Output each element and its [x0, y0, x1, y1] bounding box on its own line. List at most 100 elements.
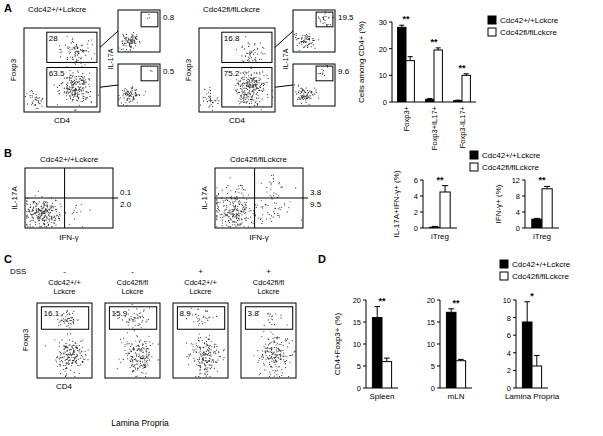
error-stem [536, 355, 537, 366]
axis-label: CD4 [229, 116, 246, 125]
y-tick-label: 20 [427, 296, 435, 305]
plot-title: Lckcre [189, 287, 211, 296]
significance: ** [538, 175, 546, 185]
error-stem [445, 186, 446, 192]
plot-frame [24, 28, 100, 112]
legend-swatch [500, 260, 508, 268]
error-bar [464, 74, 469, 76]
gate [109, 307, 156, 330]
axis-label: Foxp3 [9, 58, 18, 81]
legend-label: Cdc42+/+Lckcre [500, 16, 559, 25]
error-bar [442, 186, 448, 192]
y-tick [522, 212, 525, 213]
error-cap [524, 301, 530, 302]
error-cap [534, 355, 540, 356]
gate [141, 12, 158, 27]
error-stem [386, 358, 387, 362]
y-tick [513, 317, 516, 318]
y-tick [389, 48, 392, 49]
legend-label: Cdc42+/+Lckcre [482, 151, 541, 160]
y-tick [389, 75, 392, 76]
gate [41, 307, 88, 330]
bar [406, 61, 414, 102]
gate-value: 15.9 [112, 309, 128, 318]
bar [462, 75, 470, 102]
event-dots [217, 175, 302, 227]
bars [430, 186, 450, 228]
y-tick-label: 10 [353, 340, 361, 349]
gate [222, 32, 272, 62]
y-tick [522, 196, 525, 197]
error-bar [534, 355, 540, 366]
gate-value: 9.5 [310, 200, 322, 209]
error-cap [458, 359, 464, 360]
event-dots [186, 308, 224, 376]
error-bar [534, 218, 540, 220]
bars [532, 186, 552, 228]
error-cap [408, 56, 413, 57]
error-bar [455, 100, 460, 102]
y-tick-label: 0 [516, 224, 520, 233]
bar [542, 189, 552, 228]
legend-swatch [488, 16, 496, 24]
event-dots [295, 11, 334, 50]
event-dots [45, 310, 88, 376]
subplot-frame [293, 64, 335, 106]
y-tick-label: 0 [431, 384, 435, 393]
error-bar [408, 57, 413, 61]
legend-swatch [470, 151, 478, 159]
y-tick [437, 388, 440, 389]
event-dots [254, 312, 295, 377]
bar [398, 27, 406, 102]
axis-label: IL-17A [282, 48, 289, 69]
panel-letter: A [4, 2, 12, 14]
gate-value: 75.2 [224, 69, 240, 78]
axis-label: IFN-γ+ (%) [494, 184, 503, 223]
y-tick [513, 370, 516, 371]
quadrant-line [215, 198, 308, 199]
event-dots [295, 65, 328, 104]
y-tick [363, 366, 366, 367]
y-axis [423, 180, 424, 228]
bar [430, 227, 440, 228]
error-stem [451, 309, 452, 313]
error-cap [448, 308, 454, 309]
gate-link [100, 31, 118, 47]
event-dots [27, 191, 90, 227]
gate [222, 67, 272, 106]
significance: ** [402, 14, 410, 24]
bars [398, 25, 471, 102]
plot-frame [105, 303, 160, 378]
panel-letter: C [4, 253, 12, 265]
y-tick-label: 10 [427, 340, 435, 349]
y-tick-label: 20 [353, 296, 361, 305]
plot-title: Cdc42+/+ [48, 278, 81, 287]
category-label: Foxp3+ [402, 105, 411, 131]
gate-value: 0.5 [163, 67, 175, 76]
bar [446, 312, 456, 388]
y-tick [513, 300, 516, 301]
error-cap [455, 100, 460, 101]
event-dots [201, 37, 273, 111]
y-tick-label: 5 [431, 362, 435, 371]
gate-value: 28 [49, 34, 58, 43]
y-tick [420, 228, 423, 229]
error-cap [374, 306, 380, 307]
plot-title: Cdc42+/+Lckcre [40, 155, 99, 164]
panel-letter: D [318, 253, 326, 265]
category-label: iTreg [533, 232, 551, 241]
y-tick [363, 344, 366, 345]
y-tick-label: 8 [507, 314, 511, 323]
y-tick-label: 15 [353, 318, 361, 327]
gate-value: 9.6 [338, 67, 350, 76]
plot-title: Lckcre [121, 287, 143, 296]
event-dots [26, 36, 99, 110]
gate-value: 16.8 [224, 34, 240, 43]
y-axis [525, 180, 526, 228]
y-tick [437, 322, 440, 323]
legend-swatch [470, 163, 478, 171]
bar [426, 99, 434, 102]
y-tick-label: 8 [516, 192, 520, 201]
error-cap [384, 358, 390, 359]
treatment-value: - [131, 267, 134, 276]
